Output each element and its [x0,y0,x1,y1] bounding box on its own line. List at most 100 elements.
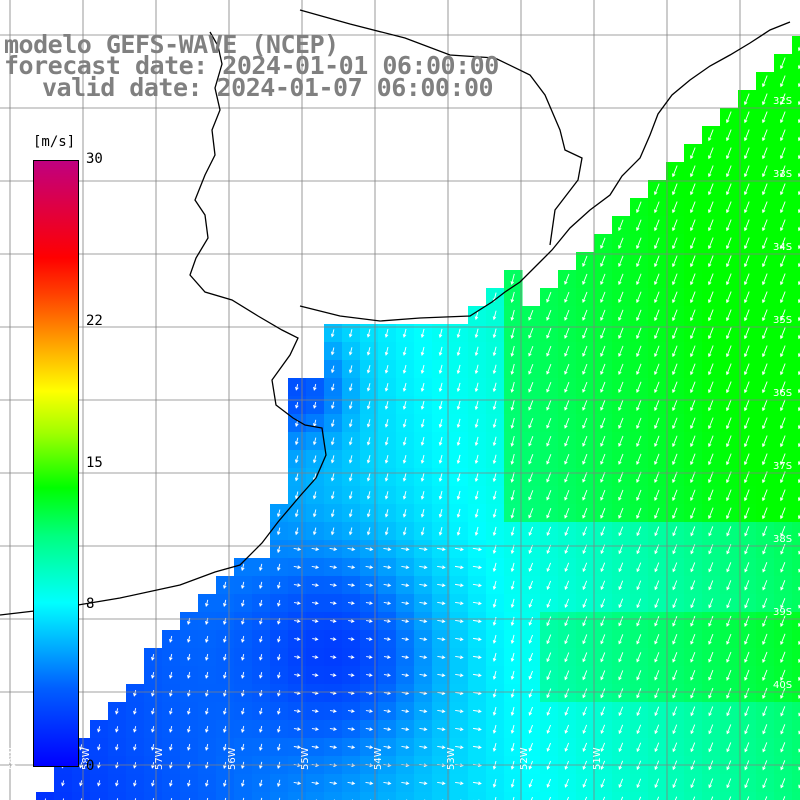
wind-arrow [348,655,355,659]
wind-cell [540,792,559,800]
wind-arrow [456,508,461,518]
wind-arrow [600,327,606,339]
wind-cell [792,216,800,235]
wind-arrow [672,237,678,250]
wind-arrow [744,165,750,178]
wind-arrow [690,417,696,430]
wind-arrow [438,490,443,500]
wind-arrow [455,781,464,786]
wind-arrow [618,345,624,358]
colorbar-tick-label: 8 [86,596,95,613]
wind-arrow [420,436,425,446]
wind-arrow [169,635,173,643]
wind-cell [414,792,433,800]
wind-arrow [187,635,191,643]
wind-arrow [492,724,497,734]
wind-arrow [312,601,319,605]
wind-arrow [312,709,319,713]
wind-arrow [330,455,335,464]
wind-arrow [419,727,428,732]
wind-arrow [746,796,750,800]
wind-arrow [528,688,533,698]
wind-arrow [726,417,732,430]
wind-arrow [780,453,786,466]
wind-arrow [744,147,750,160]
wind-arrow [278,797,281,800]
wind-arrow [115,726,119,733]
wind-arrow [187,671,191,679]
wind-cell [666,792,685,800]
wind-arrow [546,327,552,339]
wind-arrow [528,381,534,393]
latitude-label: 34S [773,242,792,253]
wind-arrow [762,399,768,412]
wind-arrow [510,724,515,734]
wind-arrow [510,688,515,698]
wind-arrow [654,598,660,609]
wind-arrow [690,706,696,717]
wind-arrow [347,547,356,551]
wind-arrow [510,562,515,573]
wind-arrow [401,709,410,713]
wind-arrow [169,671,173,679]
wind-arrow [582,616,588,627]
wind-arrow [780,147,786,160]
wind-arrow [472,655,482,660]
wind-arrow [474,418,479,429]
wind-arrow [401,601,410,605]
wind-arrow [115,780,119,787]
wind-arrow [672,526,678,537]
wind-arrow [402,436,407,446]
wind-arrow [438,472,443,482]
wind-arrow [365,583,374,587]
wind-arrow [582,742,588,752]
wind-arrow [780,669,786,682]
wind-arrow [455,673,464,678]
wind-arrow [564,471,570,483]
wind-arrow [366,365,371,374]
wind-arrow [259,725,263,733]
wind-arrow [528,309,534,321]
wind-arrow [744,363,750,376]
wind-arrow [293,565,302,569]
wind-arrow [347,601,355,605]
wind-arrow [780,687,786,699]
wind-arrow [672,453,678,466]
wind-arrow [277,636,281,643]
wind-arrow [401,655,410,659]
wind-arrow [708,526,714,537]
wind-arrow [187,707,191,715]
wind-arrow [259,563,263,572]
wind-arrow [259,581,263,589]
wind-arrow [366,383,371,392]
wind-arrow [313,383,317,391]
wind-arrow [780,309,786,322]
wind-arrow [366,419,371,428]
wind-arrow [690,669,696,681]
wind-arrow [420,382,425,392]
wind-arrow [744,742,750,753]
latitude-label: 38S [773,534,792,545]
wind-arrow [205,707,209,715]
wind-arrow [764,796,768,800]
wind-arrow [312,619,319,623]
wind-arrow [347,709,355,713]
wind-arrow [762,237,768,250]
wind-arrow [726,273,732,286]
wind-arrow [456,490,461,500]
wind-arrow [726,669,732,681]
wind-cell [360,792,379,800]
wind-arrow [726,381,732,394]
wind-arrow [438,526,443,536]
wind-arrow [564,634,570,645]
wind-arrow [472,745,482,750]
wind-arrow [654,688,660,699]
wind-arrow [530,796,533,800]
wind-arrow [582,778,588,788]
wind-arrow [690,471,696,484]
wind-arrow [582,598,588,609]
wind-cell [720,792,739,800]
wind-cell [792,648,800,667]
wind-arrow [636,399,642,412]
wind-cell [522,792,541,800]
